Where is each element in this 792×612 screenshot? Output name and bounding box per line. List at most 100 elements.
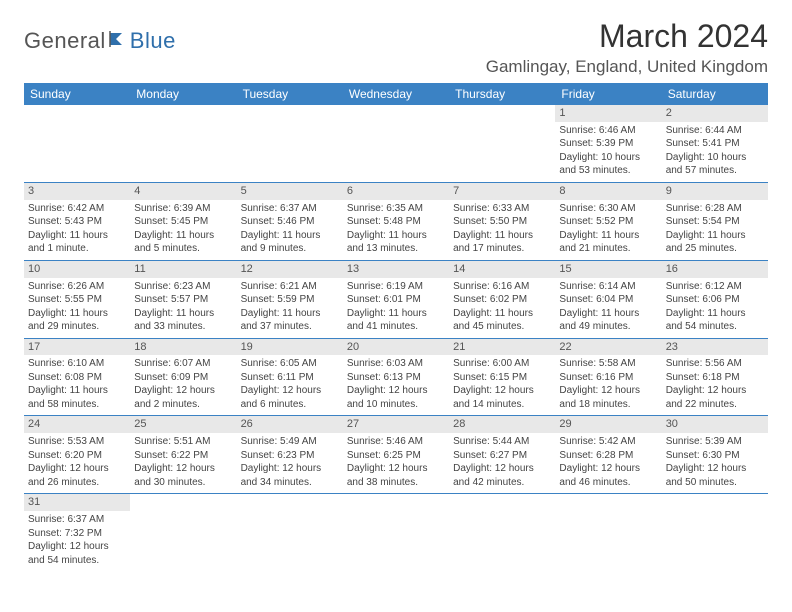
daylight-text: Daylight: 11 hours xyxy=(347,229,445,243)
daylight-text: and 13 minutes. xyxy=(347,242,445,256)
day-header: Thursday xyxy=(449,83,555,105)
sunset-text: Sunset: 6:04 PM xyxy=(559,293,657,307)
calendar-cell: 27Sunrise: 5:46 AMSunset: 6:25 PMDayligh… xyxy=(343,416,449,494)
calendar-cell xyxy=(130,494,236,571)
daylight-text: and 42 minutes. xyxy=(453,476,551,490)
daylight-text: Daylight: 12 hours xyxy=(134,462,232,476)
day-number: 27 xyxy=(343,416,449,433)
day-number: 7 xyxy=(449,183,555,200)
day-number: 20 xyxy=(343,339,449,356)
day-number: 28 xyxy=(449,416,555,433)
sunset-text: Sunset: 6:08 PM xyxy=(28,371,126,385)
daylight-text: and 29 minutes. xyxy=(28,320,126,334)
sunset-text: Sunset: 5:48 PM xyxy=(347,215,445,229)
calendar-cell: 9Sunrise: 6:28 AMSunset: 5:54 PMDaylight… xyxy=(662,182,768,260)
location: Gamlingay, England, United Kingdom xyxy=(486,57,768,77)
day-number: 5 xyxy=(237,183,343,200)
daylight-text: Daylight: 12 hours xyxy=(559,462,657,476)
daylight-text: Daylight: 12 hours xyxy=(347,462,445,476)
calendar-cell: 12Sunrise: 6:21 AMSunset: 5:59 PMDayligh… xyxy=(237,260,343,338)
daylight-text: and 37 minutes. xyxy=(241,320,339,334)
sunrise-text: Sunrise: 6:37 AM xyxy=(28,513,126,527)
sunrise-text: Sunrise: 6:23 AM xyxy=(134,280,232,294)
day-number: 12 xyxy=(237,261,343,278)
daylight-text: and 41 minutes. xyxy=(347,320,445,334)
sunset-text: Sunset: 6:01 PM xyxy=(347,293,445,307)
daylight-text: and 26 minutes. xyxy=(28,476,126,490)
daylight-text: and 46 minutes. xyxy=(559,476,657,490)
day-number: 6 xyxy=(343,183,449,200)
sunset-text: Sunset: 5:46 PM xyxy=(241,215,339,229)
daylight-text: and 10 minutes. xyxy=(347,398,445,412)
calendar-cell: 14Sunrise: 6:16 AMSunset: 6:02 PMDayligh… xyxy=(449,260,555,338)
sunrise-text: Sunrise: 6:33 AM xyxy=(453,202,551,216)
sunset-text: Sunset: 6:30 PM xyxy=(666,449,764,463)
daylight-text: and 50 minutes. xyxy=(666,476,764,490)
title-block: March 2024 Gamlingay, England, United Ki… xyxy=(486,18,768,77)
sunrise-text: Sunrise: 5:42 AM xyxy=(559,435,657,449)
daylight-text: and 1 minute. xyxy=(28,242,126,256)
calendar-cell: 5Sunrise: 6:37 AMSunset: 5:46 PMDaylight… xyxy=(237,182,343,260)
daylight-text: and 18 minutes. xyxy=(559,398,657,412)
calendar-cell: 29Sunrise: 5:42 AMSunset: 6:28 PMDayligh… xyxy=(555,416,661,494)
calendar-cell: 3Sunrise: 6:42 AMSunset: 5:43 PMDaylight… xyxy=(24,182,130,260)
daylight-text: and 33 minutes. xyxy=(134,320,232,334)
sunset-text: Sunset: 6:15 PM xyxy=(453,371,551,385)
calendar-week: 10Sunrise: 6:26 AMSunset: 5:55 PMDayligh… xyxy=(24,260,768,338)
sunset-text: Sunset: 6:16 PM xyxy=(559,371,657,385)
calendar-cell: 11Sunrise: 6:23 AMSunset: 5:57 PMDayligh… xyxy=(130,260,236,338)
sunrise-text: Sunrise: 6:30 AM xyxy=(559,202,657,216)
header: General Blue March 2024 Gamlingay, Engla… xyxy=(24,18,768,77)
sunset-text: Sunset: 5:52 PM xyxy=(559,215,657,229)
sunset-text: Sunset: 6:23 PM xyxy=(241,449,339,463)
day-number: 19 xyxy=(237,339,343,356)
daylight-text: Daylight: 11 hours xyxy=(666,229,764,243)
daylight-text: Daylight: 11 hours xyxy=(28,384,126,398)
calendar-cell: 25Sunrise: 5:51 AMSunset: 6:22 PMDayligh… xyxy=(130,416,236,494)
daylight-text: and 2 minutes. xyxy=(134,398,232,412)
calendar-cell: 10Sunrise: 6:26 AMSunset: 5:55 PMDayligh… xyxy=(24,260,130,338)
day-number: 4 xyxy=(130,183,236,200)
day-number: 13 xyxy=(343,261,449,278)
sunset-text: Sunset: 6:11 PM xyxy=(241,371,339,385)
sunrise-text: Sunrise: 6:14 AM xyxy=(559,280,657,294)
day-number: 3 xyxy=(24,183,130,200)
sunset-text: Sunset: 6:20 PM xyxy=(28,449,126,463)
flag-icon xyxy=(108,29,128,54)
day-number: 15 xyxy=(555,261,661,278)
daylight-text: and 58 minutes. xyxy=(28,398,126,412)
day-number: 2 xyxy=(662,105,768,122)
sunset-text: Sunset: 5:54 PM xyxy=(666,215,764,229)
day-number: 31 xyxy=(24,494,130,511)
calendar-cell: 19Sunrise: 6:05 AMSunset: 6:11 PMDayligh… xyxy=(237,338,343,416)
calendar-cell: 23Sunrise: 5:56 AMSunset: 6:18 PMDayligh… xyxy=(662,338,768,416)
sunrise-text: Sunrise: 6:10 AM xyxy=(28,357,126,371)
daylight-text: and 54 minutes. xyxy=(28,554,126,568)
day-number: 30 xyxy=(662,416,768,433)
calendar-week: 24Sunrise: 5:53 AMSunset: 6:20 PMDayligh… xyxy=(24,416,768,494)
calendar-cell xyxy=(343,494,449,571)
daylight-text: and 30 minutes. xyxy=(134,476,232,490)
daylight-text: and 6 minutes. xyxy=(241,398,339,412)
sunset-text: Sunset: 6:09 PM xyxy=(134,371,232,385)
sunset-text: Sunset: 7:32 PM xyxy=(28,527,126,541)
calendar-cell xyxy=(449,494,555,571)
daylight-text: Daylight: 10 hours xyxy=(559,151,657,165)
logo: General Blue xyxy=(24,18,176,54)
daylight-text: and 45 minutes. xyxy=(453,320,551,334)
sunset-text: Sunset: 5:57 PM xyxy=(134,293,232,307)
day-number: 8 xyxy=(555,183,661,200)
sunset-text: Sunset: 6:27 PM xyxy=(453,449,551,463)
sunset-text: Sunset: 5:45 PM xyxy=(134,215,232,229)
calendar-week: 1Sunrise: 6:46 AMSunset: 5:39 PMDaylight… xyxy=(24,105,768,182)
sunrise-text: Sunrise: 5:56 AM xyxy=(666,357,764,371)
calendar-cell xyxy=(24,105,130,182)
calendar-cell: 7Sunrise: 6:33 AMSunset: 5:50 PMDaylight… xyxy=(449,182,555,260)
sunset-text: Sunset: 6:22 PM xyxy=(134,449,232,463)
sunrise-text: Sunrise: 5:49 AM xyxy=(241,435,339,449)
daylight-text: Daylight: 11 hours xyxy=(241,307,339,321)
daylight-text: and 38 minutes. xyxy=(347,476,445,490)
sunrise-text: Sunrise: 6:35 AM xyxy=(347,202,445,216)
calendar-head: SundayMondayTuesdayWednesdayThursdayFrid… xyxy=(24,83,768,105)
day-number: 29 xyxy=(555,416,661,433)
